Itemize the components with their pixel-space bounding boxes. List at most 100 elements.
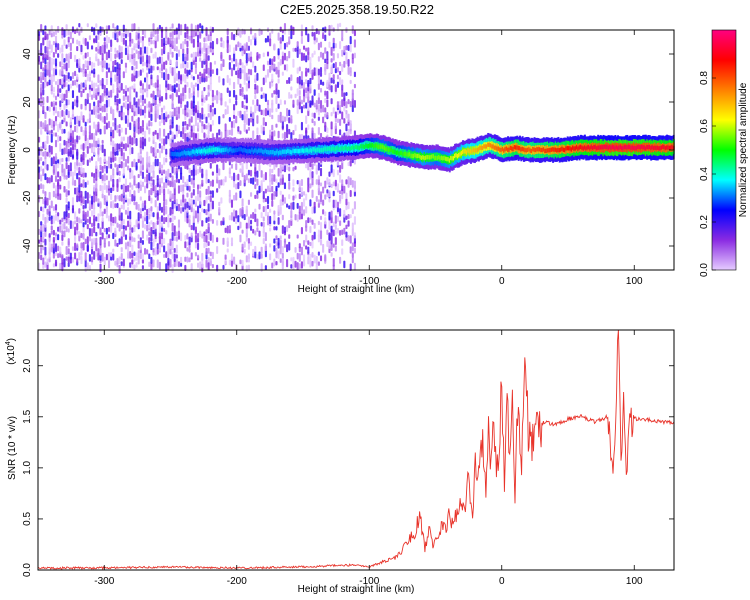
spectrogram-noise-cell bbox=[122, 24, 125, 33]
spectrogram-noise-cell bbox=[82, 167, 85, 174]
spectrogram-noise-cell bbox=[71, 171, 75, 179]
spectrogram-ridge-cell bbox=[605, 144, 608, 150]
spectrogram-noise-cell bbox=[107, 63, 111, 68]
spectrogram-noise-cell bbox=[230, 259, 234, 267]
spectrogram-ridge-cell bbox=[179, 152, 182, 157]
spectrogram-noise-cell bbox=[112, 200, 115, 209]
spectrogram-noise-cell bbox=[328, 211, 331, 221]
spectrogram-noise-cell bbox=[107, 252, 111, 261]
spectrogram-ridge-cell bbox=[369, 143, 372, 148]
spectrogram-noise-cell bbox=[286, 107, 289, 117]
spectrogram-noise-cell bbox=[118, 170, 121, 176]
spectrogram-noise-cell bbox=[110, 134, 113, 142]
spectrogram-noise-cell bbox=[91, 69, 94, 74]
spectrogram-noise-cell bbox=[203, 208, 206, 214]
spectrogram-noise-cell bbox=[144, 204, 147, 211]
spectrogram-ridge-cell bbox=[483, 144, 486, 149]
spectrogram-noise-cell bbox=[163, 169, 166, 174]
spectrogram-noise-cell bbox=[65, 161, 68, 170]
spectrogram-noise-cell bbox=[50, 218, 53, 225]
spectrogram-noise-cell bbox=[269, 227, 272, 232]
spectrogram-noise-cell bbox=[91, 45, 94, 50]
spectrogram-noise-cell bbox=[182, 194, 185, 203]
spectrogram-noise-cell bbox=[40, 235, 43, 243]
spectrogram-noise-cell bbox=[65, 189, 68, 198]
spectrogram-noise-cell bbox=[93, 146, 96, 156]
spectrogram-noise-cell bbox=[97, 100, 100, 107]
spectrogram-noise-cell bbox=[59, 110, 62, 119]
spectrogram-noise-cell bbox=[190, 169, 193, 176]
spectrogram-noise-cell bbox=[288, 92, 291, 99]
spectrogram-noise-cell bbox=[343, 227, 346, 235]
spectrogram-noise-cell bbox=[65, 44, 68, 49]
spectrogram-noise-cell bbox=[349, 263, 352, 271]
spectrogram-noise-cell bbox=[281, 225, 284, 235]
spectrogram-noise-cell bbox=[158, 102, 161, 107]
spectrogram-noise-cell bbox=[250, 51, 253, 57]
spectrogram-noise-cell bbox=[38, 184, 41, 191]
spectrogram-x-ticks: -300 -200 -100 0 100 bbox=[94, 30, 643, 287]
spectrogram-noise-cell bbox=[122, 162, 125, 169]
spectrogram-noise-cell bbox=[129, 146, 132, 155]
spectrogram-noise-cell bbox=[124, 115, 128, 124]
spectrogram-noise-cell bbox=[345, 91, 348, 96]
spectrogram-ridge-cell bbox=[586, 145, 589, 150]
spectrogram-noise-cell bbox=[42, 189, 45, 194]
spectrogram-noise-cell bbox=[281, 115, 284, 122]
spectrogram-noise-cell bbox=[296, 88, 299, 97]
spectrogram-noise-cell bbox=[305, 127, 308, 134]
spectrogram-noise-cell bbox=[154, 95, 157, 101]
spectrogram-noise-cell bbox=[154, 158, 157, 167]
spectrogram-noise-cell bbox=[222, 78, 225, 86]
spectrogram-noise-cell bbox=[61, 78, 64, 85]
spectrogram-noise-cell bbox=[203, 68, 206, 76]
spectrogram-noise-cell bbox=[67, 53, 70, 59]
spectrogram-noise-cell bbox=[294, 47, 297, 52]
spectrogram-noise-cell bbox=[303, 87, 306, 97]
spectrogram-noise-cell bbox=[112, 168, 115, 176]
spectrogram-ridge-cell bbox=[495, 145, 498, 150]
spectrogram-noise-cell bbox=[171, 31, 174, 40]
spectrogram-noise-cell bbox=[184, 210, 187, 219]
spectrogram-noise-cell bbox=[46, 135, 49, 145]
spectrogram-noise-cell bbox=[114, 59, 117, 66]
spectrogram-noise-cell bbox=[71, 221, 75, 229]
spectrogram-noise-cell bbox=[141, 47, 144, 57]
spectrogram-noise-cell bbox=[186, 106, 189, 113]
spectrogram-noise-cell bbox=[281, 51, 284, 56]
x-tick-label: 100 bbox=[626, 276, 643, 287]
spectrogram-noise-cell bbox=[42, 122, 45, 130]
spectrogram-noise-cell bbox=[273, 210, 276, 215]
spectrogram-noise-cell bbox=[165, 31, 168, 39]
spectrogram-ridge-cell bbox=[564, 147, 567, 153]
spectrogram-noise-cell bbox=[224, 101, 227, 107]
spectrogram-noise-cell bbox=[266, 99, 270, 106]
spectrogram-noise-cell bbox=[349, 36, 352, 45]
spectrogram-noise-cell bbox=[160, 177, 164, 184]
spectrogram-noise-cell bbox=[133, 57, 136, 66]
spectrogram-ridge-cell bbox=[312, 147, 315, 152]
spectrogram-noise-cell bbox=[95, 46, 98, 52]
spectrogram-noise-cell bbox=[82, 222, 85, 228]
spectrogram-noise-cell bbox=[46, 258, 49, 265]
spectrogram-noise-cell bbox=[112, 88, 115, 94]
spectrogram-noise-cell bbox=[334, 179, 337, 187]
spectrogram-noise-cell bbox=[137, 250, 140, 258]
spectrogram-noise-cell bbox=[71, 37, 75, 44]
spectrogram-noise-cell bbox=[65, 53, 68, 62]
spectrogram-noise-cell bbox=[192, 76, 195, 81]
spectrogram-noise-cell bbox=[93, 106, 96, 111]
spectrogram-noise-cell bbox=[141, 127, 144, 132]
spectrogram-noise-cell bbox=[120, 147, 123, 157]
spectrogram-noise-cell bbox=[250, 69, 253, 76]
spectrogram-noise-cell bbox=[171, 51, 174, 58]
spectrogram-noise-cell bbox=[190, 177, 193, 185]
spectrogram-noise-cell bbox=[86, 224, 89, 230]
spectrogram-ridge-cell bbox=[640, 144, 643, 149]
spectrogram-noise-cell bbox=[86, 159, 89, 166]
spectrogram-noise-cell bbox=[250, 177, 253, 184]
spectrogram-ridge-cell bbox=[366, 144, 369, 149]
spectrogram-noise-cell bbox=[205, 234, 208, 243]
spectrogram-noise-cell bbox=[112, 60, 115, 70]
spectrogram-noise-cell bbox=[288, 219, 291, 229]
